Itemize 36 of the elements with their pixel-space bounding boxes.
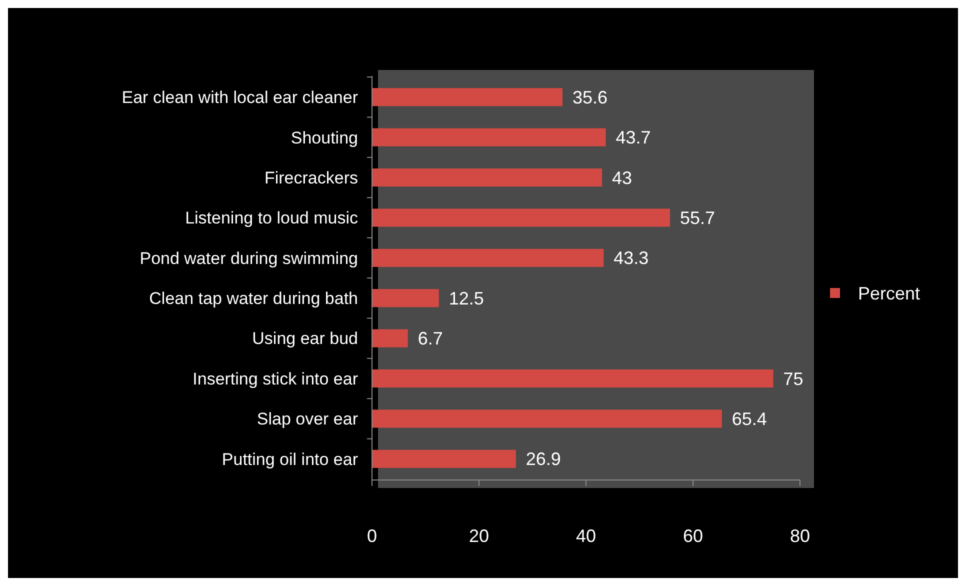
data-label: 26.9 <box>526 449 561 470</box>
data-label: 43.3 <box>614 248 649 268</box>
data-label: 55.7 <box>680 208 716 228</box>
bar <box>372 369 774 388</box>
x-tick-label: 0 <box>366 526 378 546</box>
y-tick-label: Shouting <box>290 128 358 148</box>
y-tick-label: Inserting stick into ear <box>192 369 358 388</box>
data-label: 43.7 <box>616 128 651 148</box>
bar <box>372 329 408 348</box>
x-tick-label: 60 <box>682 526 704 546</box>
data-label: 35.6 <box>572 87 608 108</box>
bar <box>372 289 439 308</box>
bar <box>372 450 516 468</box>
x-tick-label: 20 <box>468 526 490 546</box>
bar <box>372 128 606 146</box>
bar <box>372 88 562 106</box>
y-tick-label: Ear clean with local ear cleaner <box>122 88 358 108</box>
y-tick-label: Using ear bud <box>252 329 358 348</box>
x-tick-label: 80 <box>790 526 810 546</box>
y-tick-label: Slap over ear <box>256 410 358 429</box>
y-tick-label: Pond water during swimming <box>140 248 358 268</box>
y-tick-label: Firecrackers <box>264 168 358 188</box>
data-label: 43 <box>612 168 632 188</box>
data-label: 6.7 <box>418 328 443 349</box>
bar <box>372 168 602 187</box>
y-tick-label: Clean tap water during bath <box>149 289 358 308</box>
bar <box>372 248 604 267</box>
x-tick-label: 40 <box>576 526 596 546</box>
data-label: 65.4 <box>732 408 767 429</box>
legend-label: Percent <box>858 283 920 304</box>
y-tick-label: Listening to loud music <box>185 208 358 228</box>
data-label: 12.5 <box>448 288 484 308</box>
bar <box>372 208 670 227</box>
bar <box>372 410 722 428</box>
data-label: 75 <box>783 368 804 389</box>
y-tick-label: Putting oil into ear <box>222 450 358 469</box>
